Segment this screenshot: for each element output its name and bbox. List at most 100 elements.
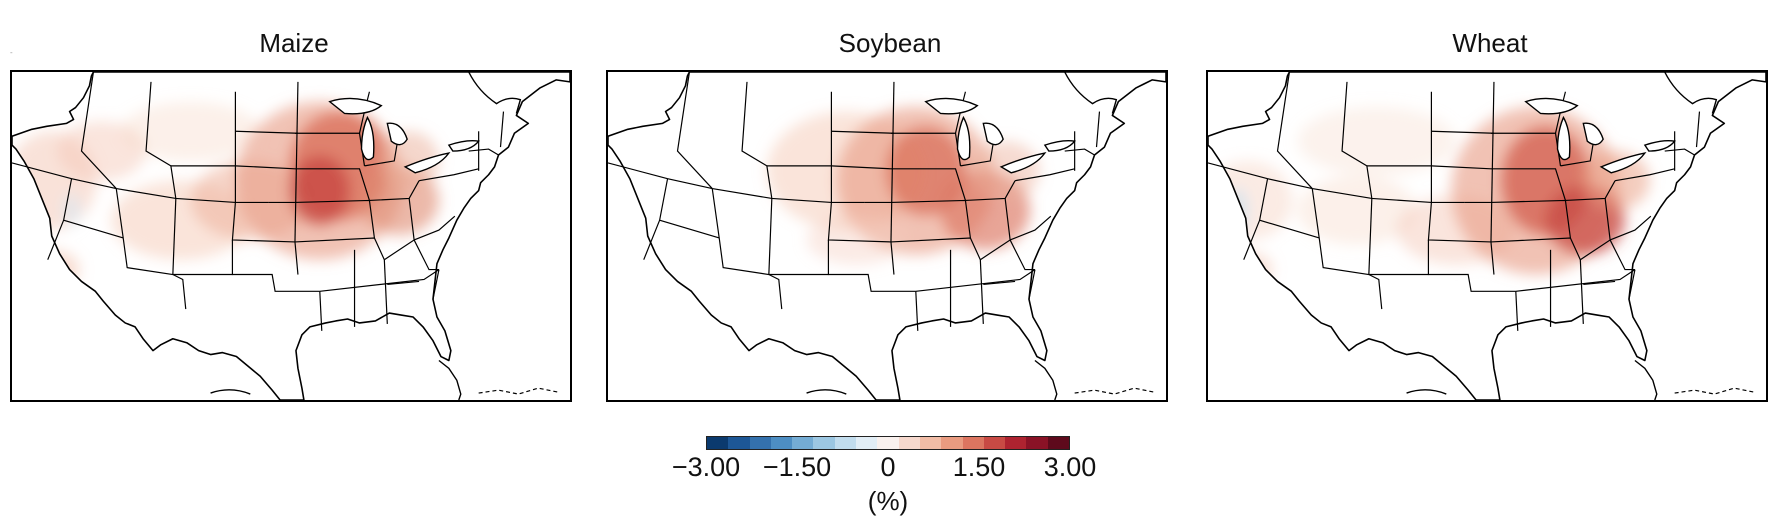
colorbar-segment [877,437,899,449]
colorbar-segment [728,437,750,449]
state-border [890,241,895,275]
state-border [831,130,894,134]
state-border [1614,168,1675,182]
state-border [1431,165,1492,170]
state-border [965,180,1016,202]
map-canvas [12,72,570,400]
colorbar-segment [813,437,835,449]
state-border [741,81,773,199]
great-lake [1043,139,1076,152]
state-border [915,291,919,331]
map-maize [10,70,572,402]
great-lake [403,151,451,174]
state-border [432,269,440,300]
great-lake [1556,115,1571,161]
state-border [1515,291,1519,331]
caribbean-dashes [1674,387,1755,395]
great-lake [1599,151,1647,174]
colorbar-tick: 0 [880,452,896,482]
great-lake [1582,122,1604,146]
state-border [1609,239,1635,271]
great-lake [1643,139,1676,152]
state-border [1368,198,1373,275]
colorbar [706,436,1070,450]
colorbar-segment [856,437,878,449]
colorbar-segment [983,437,1006,449]
country-outline [1208,72,1766,400]
state-border [1579,259,1584,324]
heat-blob [1227,188,1248,233]
state-border [172,198,177,275]
map-canvas [1208,72,1766,400]
heat-blob [290,155,350,226]
state-border [1208,162,1465,204]
state-border [1428,273,1516,292]
state-border [915,269,1036,292]
colorbar-tick: −1.50 [762,452,832,482]
state-border [294,168,371,201]
state-border [47,219,65,260]
state-border [499,111,505,148]
corner-mark: - [10,48,13,57]
state-border [768,198,773,275]
panel-title-wheat: Wheat [1452,28,1528,58]
colorbar-tick: −3.00 [671,452,741,482]
colorbar-unit-label: (%) [867,486,909,516]
state-border [413,239,439,271]
state-border [235,165,296,170]
state-border [1695,111,1701,148]
state-border [1490,237,1581,260]
state-border [711,188,783,310]
great-lake [447,139,480,152]
florida-coast [438,359,462,400]
state-border [643,219,661,260]
state-border [1490,168,1567,201]
coastline [468,72,522,114]
colorbar-segment [792,437,814,449]
coastline [1664,72,1718,114]
heat-blob [1297,106,1457,176]
state-border [1095,111,1101,148]
coastline [1406,389,1447,395]
colorbar-segment [898,437,920,449]
great-lake [360,115,375,161]
state-border [979,259,984,324]
heat-blob [23,249,80,290]
state-border [413,215,456,241]
great-lake [999,151,1047,174]
state-border [294,241,299,275]
state-border [1009,215,1052,241]
heat-blob [379,131,439,191]
great-lake [982,122,1004,146]
great-lake [386,122,408,146]
heat-blob [970,141,1040,201]
state-border [319,291,323,331]
state-border [1311,188,1383,310]
colorbar-segment [941,437,963,449]
colorbar-segment [919,437,942,449]
state-border [1014,168,1075,182]
heat-blob [121,101,261,161]
state-border [1064,148,1095,156]
state-border [676,72,713,189]
state-border [12,162,269,204]
state-border [80,72,117,189]
state-border [1490,81,1495,242]
heat-layer [12,101,439,290]
state-border [1490,241,1495,275]
colorbar-tick: 1.50 [952,452,1006,482]
state-border [1431,130,1494,134]
state-border [1583,280,1616,285]
state-border [235,130,298,134]
state-border [1628,269,1636,300]
map-canvas [608,72,1166,400]
state-border [1609,215,1652,241]
heat-blob [1208,160,1293,240]
panel-title-maize: Maize [259,28,329,58]
state-border [468,148,499,156]
state-border [145,81,177,199]
colorbar-tick: 3.00 [1043,452,1097,482]
map-soybean [606,70,1168,402]
map-wheat [1206,70,1768,402]
state-border [890,81,895,242]
